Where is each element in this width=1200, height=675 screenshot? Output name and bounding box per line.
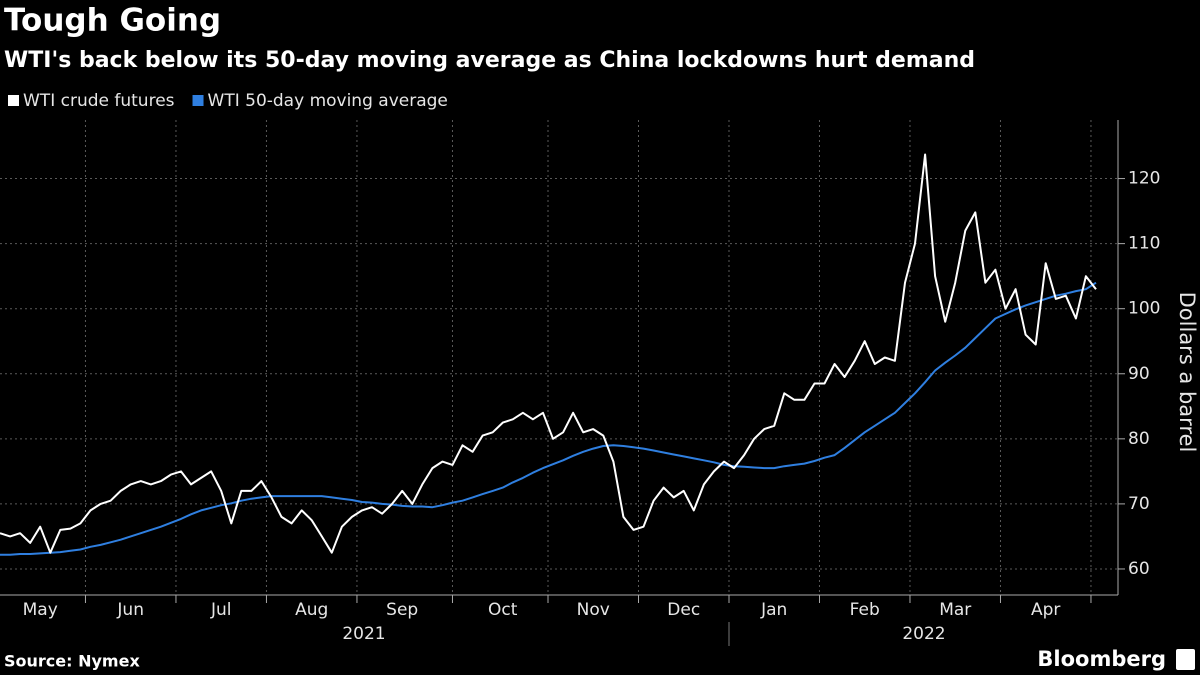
x-tick-label: Sep bbox=[386, 600, 418, 620]
x-tick-label: Dec bbox=[667, 600, 700, 620]
legend-swatch bbox=[192, 95, 204, 106]
y-tick-label: 100 bbox=[1128, 299, 1160, 319]
x-tick-label: May bbox=[23, 600, 58, 620]
y-tick-label: 80 bbox=[1128, 429, 1150, 449]
source: Source: Nymex bbox=[4, 652, 140, 671]
chart-subtitle: WTI's back below its 50-day moving avera… bbox=[4, 48, 975, 73]
x-tick-label: Aug bbox=[295, 600, 328, 620]
x-tick-label: Jun bbox=[116, 600, 144, 620]
year-label: 2021 bbox=[342, 624, 385, 644]
y-tick-label: 60 bbox=[1128, 559, 1150, 579]
x-tick-label: Nov bbox=[577, 600, 610, 620]
x-tick-label: Mar bbox=[939, 600, 971, 620]
chart-title: Tough Going bbox=[4, 3, 221, 39]
y-axis-label: Dollars a barrel bbox=[1175, 292, 1199, 453]
y-tick-label: 70 bbox=[1128, 494, 1150, 514]
legend-label: WTI crude futures bbox=[23, 91, 175, 111]
y-tick-label: 110 bbox=[1128, 234, 1160, 254]
brand-icon bbox=[1176, 649, 1195, 670]
x-tick-label: Jul bbox=[210, 600, 232, 620]
series-line bbox=[0, 281, 1097, 556]
x-tick-label: Oct bbox=[488, 600, 518, 620]
x-tick-label: Apr bbox=[1031, 600, 1060, 620]
legend-swatch bbox=[8, 95, 19, 106]
series-line bbox=[0, 153, 1097, 554]
y-tick-label: 120 bbox=[1128, 169, 1160, 189]
brand: Bloomberg bbox=[1037, 647, 1166, 671]
legend-label: WTI 50-day moving average bbox=[208, 91, 448, 111]
y-tick-label: 90 bbox=[1128, 364, 1150, 384]
x-tick-label: Feb bbox=[850, 600, 880, 620]
x-tick-label: Jan bbox=[760, 600, 787, 620]
year-label: 2022 bbox=[902, 624, 945, 644]
